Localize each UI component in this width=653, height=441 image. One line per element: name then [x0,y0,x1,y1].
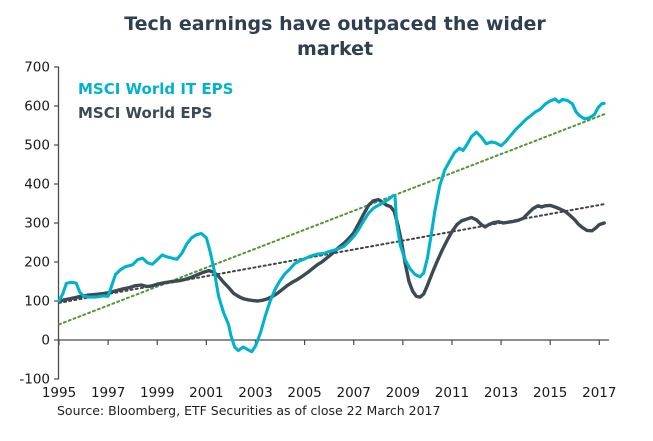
legend-item-msci-world-it-eps: MSCI World IT EPS [78,80,234,98]
x-axis-tick-label: 1995 [42,385,76,401]
y-axis-tick-label: 700 [24,60,50,76]
x-axis-tick-label: 2011 [435,385,469,401]
series-line-msci-world-it-eps [57,97,606,354]
y-axis-tick-label: -100 [19,372,50,388]
y-axis-tick-label: 500 [24,138,50,154]
series-line-msci-world-eps [57,197,606,303]
x-axis-tick-label: 2001 [189,385,223,401]
y-axis-tick-label: 200 [24,255,50,271]
y-axis-tick-label: 600 [24,99,50,115]
legend-item-msci-world-eps: MSCI World EPS [78,104,213,122]
x-axis-tick-label: 2003 [238,385,272,401]
x-axis-tick-label: 1999 [140,385,174,401]
source-note: Source: Bloomberg, ETF Securities as of … [57,403,441,418]
x-axis-tick-label: 2005 [287,385,321,401]
x-axis-tick-label: 2015 [533,385,567,401]
series-line-msci-world-it-eps-trendline [58,112,607,326]
chart-title: Tech earnings have outpaced the wider ma… [124,13,546,60]
x-axis-tick-label: 2017 [582,385,616,401]
y-axis-tick-label: 300 [24,216,50,232]
x-axis-tick-label: 1997 [91,385,125,401]
y-axis-tick-label: 0 [41,333,50,349]
x-axis-tick-label: 2009 [386,385,420,401]
x-axis-tick-label: 2013 [484,385,518,401]
x-axis-tick-label: 2007 [337,385,371,401]
y-axis-tick-label: 400 [24,177,50,193]
y-axis-tick-label: 100 [24,294,50,310]
